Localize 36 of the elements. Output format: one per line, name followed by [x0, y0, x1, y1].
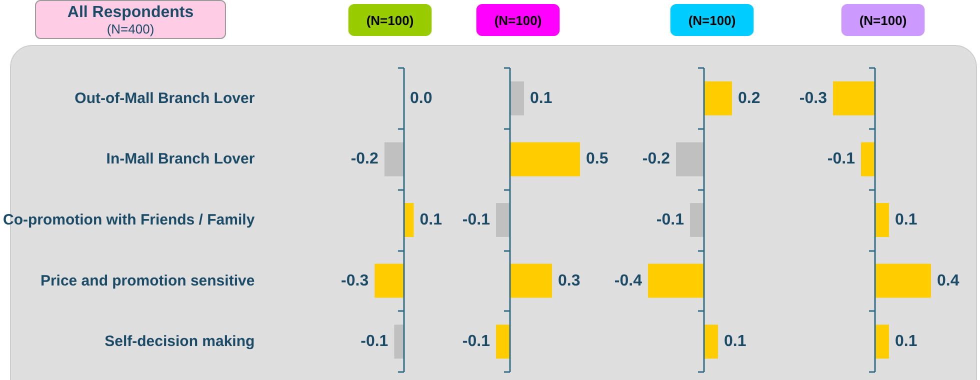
bar [496, 203, 510, 237]
bar [510, 81, 524, 116]
data-label: -0.1 [656, 212, 684, 228]
data-label: -0.1 [360, 333, 388, 350]
chart-title: (N=100) [688, 13, 736, 28]
y-tick-label: Price and promotion sensitive [40, 272, 255, 290]
bar [496, 324, 510, 359]
data-label: 0.1 [724, 333, 746, 350]
data-label: 0.0 [410, 90, 432, 107]
y-tick-label: Co-promotion with Friends / Family [2, 212, 256, 228]
data-label: 0.5 [586, 150, 608, 168]
data-label: 0.1 [530, 90, 552, 107]
data-label: 0.1 [420, 212, 442, 228]
data-label: -0.1 [462, 333, 490, 350]
y-tick-label: Out-of-Mall Branch Lover [74, 90, 255, 107]
chart-title: (N=100) [859, 13, 907, 28]
data-label: -0.2 [642, 150, 670, 168]
data-label: 0.1 [895, 333, 918, 350]
data-label: -0.1 [827, 150, 856, 168]
data-label: -0.1 [462, 212, 490, 228]
data-label: -0.3 [341, 272, 369, 290]
bar [510, 264, 552, 298]
y-tick-label: Self-decision making [104, 333, 255, 350]
data-label: -0.4 [614, 272, 642, 290]
y-tick-label: In-Mall Branch Lover [106, 150, 255, 168]
chart-title: (N=100) [494, 13, 542, 28]
data-label: 0.2 [738, 90, 760, 107]
bar [510, 142, 580, 176]
data-label: 0.4 [937, 272, 960, 290]
chart-title: (N=100) [366, 13, 414, 28]
data-label: 0.3 [558, 272, 580, 290]
text: All Respondents [67, 4, 194, 21]
data-label: -0.2 [350, 150, 379, 168]
data-label: 0.1 [895, 212, 918, 228]
text: (N=400) [106, 22, 154, 36]
data-label: -0.3 [799, 90, 828, 107]
